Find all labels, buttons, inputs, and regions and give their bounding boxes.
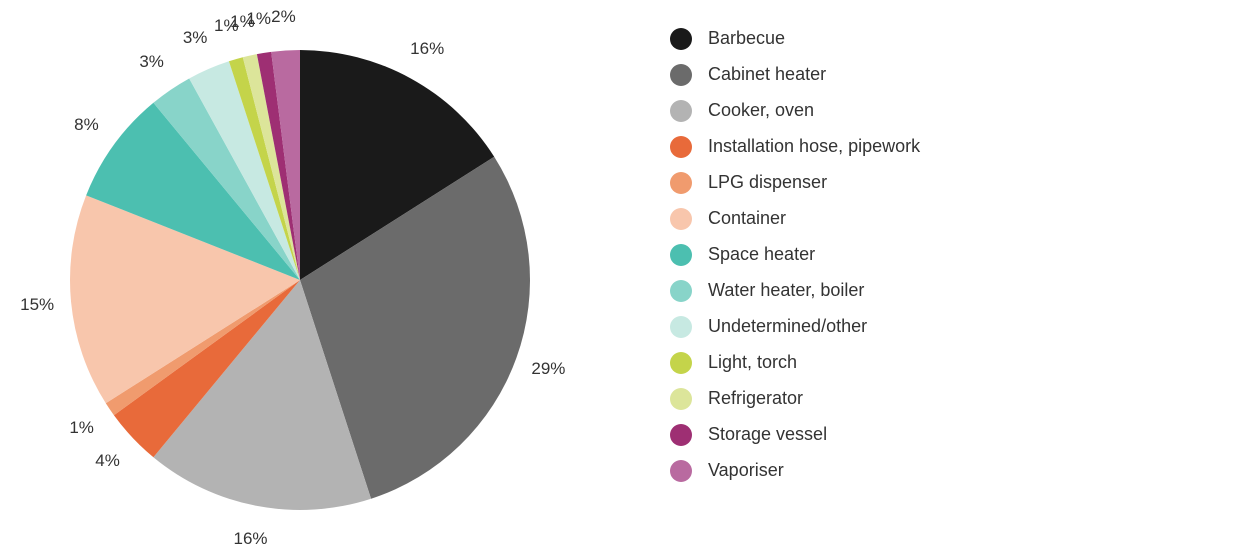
legend-swatch (670, 424, 692, 446)
pie-slice-label: 3% (183, 28, 208, 48)
legend-swatch (670, 28, 692, 50)
legend-label: Refrigerator (708, 388, 803, 410)
legend-label: Container (708, 208, 786, 230)
legend-swatch (670, 208, 692, 230)
legend-label: Installation hose, pipework (708, 136, 920, 158)
legend-label: Vaporiser (708, 460, 784, 482)
legend-item: Barbecue (670, 28, 1230, 50)
legend-item: Water heater, boiler (670, 280, 1230, 302)
legend-item: Vaporiser (670, 460, 1230, 482)
legend-item: Undetermined/other (670, 316, 1230, 338)
legend-label: LPG dispenser (708, 172, 827, 194)
pie-slice-label: 1% (69, 418, 94, 438)
pie-slice-label: 16% (234, 529, 268, 549)
legend-label: Undetermined/other (708, 316, 867, 338)
legend-label: Cabinet heater (708, 64, 826, 86)
legend-item: Cooker, oven (670, 100, 1230, 122)
legend-label: Storage vessel (708, 424, 827, 446)
legend-label: Space heater (708, 244, 815, 266)
legend-item: Cabinet heater (670, 64, 1230, 86)
legend-label: Light, torch (708, 352, 797, 374)
legend-swatch (670, 136, 692, 158)
legend: Barbecue Cabinet heater Cooker, oven Instal… (670, 28, 1230, 496)
chart-container: 16%29%16%4%1%15%8%3%3%1%1%1%2% BarbecueC… (0, 0, 1260, 551)
legend-item: Installation hose, pipework (670, 136, 1230, 158)
legend-swatch (670, 352, 692, 374)
legend-swatch (670, 172, 692, 194)
pie-slice-label: 29% (531, 359, 565, 379)
legend-label: Cooker, oven (708, 100, 814, 122)
pie-slice-label: 15% (20, 295, 54, 315)
pie-slice-label: 16% (410, 39, 444, 59)
legend-item: LPG dispenser (670, 172, 1230, 194)
pie-slice-label: 4% (95, 451, 120, 471)
legend-item: Storage vessel (670, 424, 1230, 446)
legend-item: Light, torch (670, 352, 1230, 374)
legend-swatch (670, 64, 692, 86)
legend-item: Refrigerator (670, 388, 1230, 410)
legend-swatch (670, 388, 692, 410)
legend-item: Space heater (670, 244, 1230, 266)
legend-swatch (670, 100, 692, 122)
legend-swatch (670, 280, 692, 302)
legend-item: Container (670, 208, 1230, 230)
legend-label: Barbecue (708, 28, 785, 50)
legend-swatch (670, 460, 692, 482)
legend-label: Water heater, boiler (708, 280, 864, 302)
pie-chart: 16%29%16%4%1%15%8%3%3%1%1%1%2% (0, 0, 630, 551)
pie-slice-label: 3% (139, 52, 164, 72)
legend-swatch (670, 316, 692, 338)
legend-swatch (670, 244, 692, 266)
pie-slice-label: 1% (246, 9, 271, 29)
pie-slice-label: 8% (74, 115, 99, 135)
pie-slice-label: 2% (271, 7, 296, 27)
